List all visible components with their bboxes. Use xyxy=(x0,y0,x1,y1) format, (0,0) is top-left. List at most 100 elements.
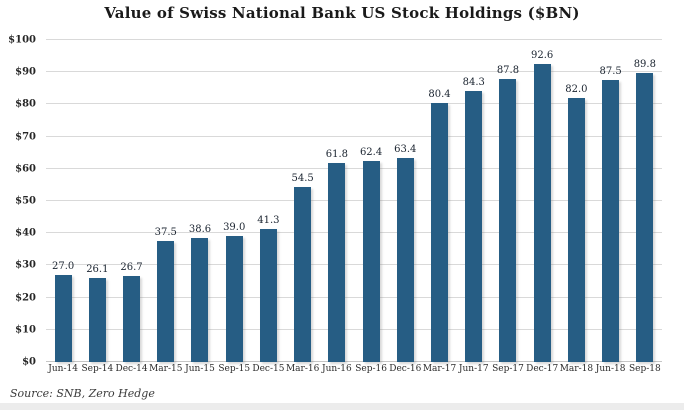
bar-slot: 54.5 xyxy=(286,40,320,362)
chart-title: Value of Swiss National Bank US Stock Ho… xyxy=(104,4,580,22)
x-axis-label: Jun-16 xyxy=(322,364,352,374)
bar-jun-14 xyxy=(54,275,72,362)
x-axis-label: Sep-17 xyxy=(492,364,524,374)
y-axis-tick-label: $60 xyxy=(15,163,36,175)
bar-dec-14 xyxy=(123,276,141,362)
bar-value-label: 37.5 xyxy=(154,227,177,239)
gridline xyxy=(46,328,662,330)
x-axis-label: Jun-14 xyxy=(48,364,78,374)
x-axis-label: Mar-16 xyxy=(285,364,320,374)
gridline xyxy=(46,264,662,266)
bar-dec-16 xyxy=(396,157,414,362)
bar-slot: 26.7 xyxy=(114,40,148,362)
bar-slot: 87.5 xyxy=(594,40,628,362)
bar-value-label: 38.6 xyxy=(188,223,212,235)
y-axis-tick-label: $0 xyxy=(22,356,36,368)
bar-mar-17 xyxy=(431,103,449,362)
bar-dec-15 xyxy=(259,229,277,362)
bar-slot: 80.4 xyxy=(422,40,456,362)
bar-slot: 87.8 xyxy=(491,40,525,362)
x-axis-label: Mar-18 xyxy=(559,364,594,374)
y-axis-tick-label: $40 xyxy=(15,227,36,239)
bar-slot: 38.6 xyxy=(183,40,217,362)
bar-value-label: 39.0 xyxy=(223,222,246,234)
bar-value-label: 82.0 xyxy=(565,83,588,95)
x-axis-label: Sep-16 xyxy=(355,364,387,374)
bar-jun-17 xyxy=(465,90,483,362)
gridline xyxy=(46,71,662,73)
bar-slot: 62.4 xyxy=(354,40,388,362)
bar-dec-17 xyxy=(533,63,551,362)
x-axis-label: Dec-17 xyxy=(526,364,559,374)
bar-jun-15 xyxy=(191,237,209,362)
x-axis-label: Mar-17 xyxy=(422,364,457,374)
gridline xyxy=(46,232,662,234)
bar-sep-15 xyxy=(225,236,243,362)
gridline xyxy=(46,103,662,105)
x-axis-label: Sep-15 xyxy=(218,364,251,374)
bar-value-label: 92.6 xyxy=(531,49,554,61)
bar-value-label: 41.3 xyxy=(257,215,280,227)
y-axis-tick-label: $30 xyxy=(15,259,36,271)
bar-slot: 61.8 xyxy=(320,40,354,362)
x-axis-label: Jun-15 xyxy=(185,364,215,374)
gridline xyxy=(46,135,662,137)
bar-jun-18 xyxy=(602,80,620,362)
bar-value-label: 26.7 xyxy=(120,262,143,274)
bar-value-label: 87.5 xyxy=(599,66,622,78)
bar-sep-17 xyxy=(499,79,517,362)
y-axis-tick-label: $100 xyxy=(8,34,36,46)
y-axis-tick-label: $10 xyxy=(15,324,36,336)
bar-slot: 89.8 xyxy=(628,40,662,362)
bar-slot: 39.0 xyxy=(217,40,251,362)
x-axis-label: Jun-17 xyxy=(458,364,489,374)
gridline xyxy=(46,200,662,201)
y-axis-tick-label: $90 xyxy=(15,66,36,78)
x-axis-label: Jun-18 xyxy=(595,364,626,374)
x-axis-label: Sep-14 xyxy=(81,364,114,374)
x-axis-label: Dec-16 xyxy=(389,364,422,374)
x-axis-label: Sep-18 xyxy=(628,364,661,374)
x-axis-label: Dec-15 xyxy=(252,364,285,374)
bar-slot: 27.0 xyxy=(46,40,80,362)
plot-area: 27.0 26.1 26.7 37.5 38.6 39.0 41.3 54.5 61.8 62.4… xyxy=(46,39,662,362)
y-axis-tick-label: $80 xyxy=(15,98,36,110)
bar-value-label: 63.4 xyxy=(394,143,417,155)
bar-sep-18 xyxy=(636,72,654,362)
y-axis-tick-label: $20 xyxy=(15,292,36,304)
bar-value-label: 27.0 xyxy=(51,261,75,273)
bar-value-label: 89.8 xyxy=(633,58,656,70)
bar-value-label: 26.1 xyxy=(86,263,109,275)
gridline xyxy=(46,361,662,362)
bar-value-label: 84.3 xyxy=(462,76,485,88)
x-axis-label: Dec-14 xyxy=(115,364,148,374)
bar-value-label: 87.8 xyxy=(496,65,520,77)
bars-container: 27.0 26.1 26.7 37.5 38.6 39.0 41.3 54.5 61.8 62.4… xyxy=(46,40,662,362)
bar-sep-14 xyxy=(88,277,106,362)
bottom-border-strip xyxy=(0,403,684,410)
bar-slot: 37.5 xyxy=(149,40,183,362)
bar-mar-15 xyxy=(157,241,175,362)
bar-mar-16 xyxy=(294,186,312,362)
gridline xyxy=(46,39,662,40)
bar-slot: 92.6 xyxy=(525,40,559,362)
bar-value-label: 61.8 xyxy=(325,149,348,161)
gridline xyxy=(46,296,662,298)
bar-slot: 41.3 xyxy=(251,40,285,362)
bar-slot: 84.3 xyxy=(457,40,491,362)
bar-jun-16 xyxy=(328,163,346,362)
bar-slot: 26.1 xyxy=(80,40,114,362)
x-axis-label: Mar-15 xyxy=(149,364,183,374)
bar-mar-18 xyxy=(567,97,585,362)
bar-slot: 63.4 xyxy=(388,40,422,362)
y-axis: $0 $10 $20 $30 $40 $50 $60 $70 $80 $90 $100 xyxy=(0,35,40,368)
bar-sep-16 xyxy=(362,161,380,362)
x-axis: Jun-14 Sep-14 Dec-14 Mar-15 Jun-15 Sep-15 Dec-… xyxy=(46,364,662,374)
gridline xyxy=(46,167,662,169)
y-axis-tick-label: $70 xyxy=(15,131,36,143)
y-axis-tick-label: $50 xyxy=(15,195,36,207)
bar-slot: 82.0 xyxy=(559,40,593,362)
bar-value-label: 54.5 xyxy=(291,172,314,184)
source-note: Source: SNB, Zero Hedge xyxy=(10,387,155,400)
